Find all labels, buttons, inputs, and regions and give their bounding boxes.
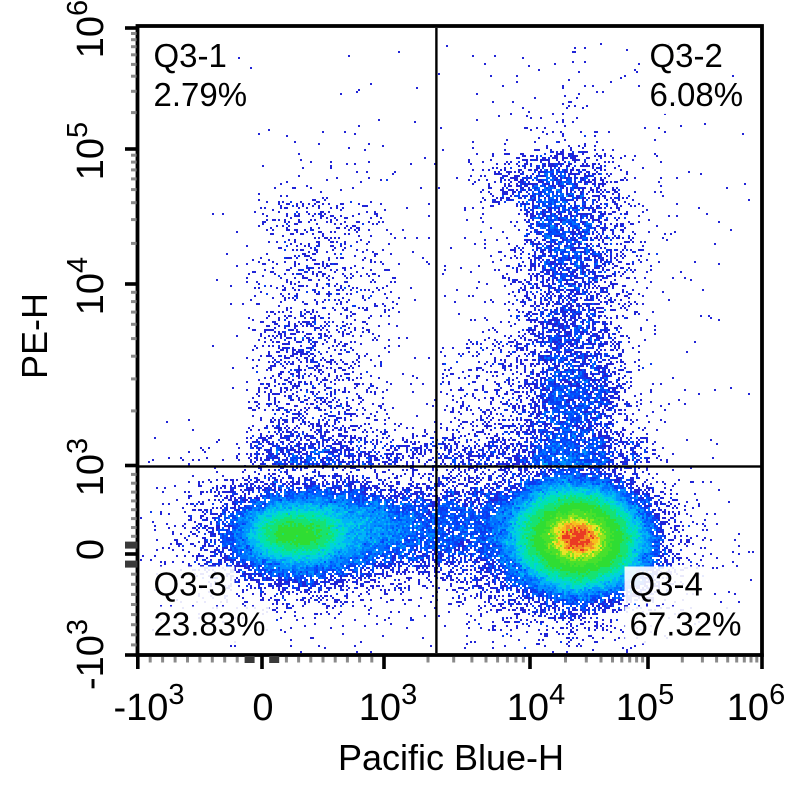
- svg-text:103: 103: [62, 438, 112, 496]
- svg-text:6.08%: 6.08%: [650, 76, 744, 113]
- svg-text:Q3-2: Q3-2: [650, 37, 723, 74]
- svg-text:23.83%: 23.83%: [154, 606, 266, 643]
- svg-text:0: 0: [252, 687, 273, 729]
- svg-text:0: 0: [70, 539, 112, 560]
- svg-text:Q3-4: Q3-4: [630, 566, 703, 603]
- svg-text:105: 105: [616, 679, 674, 729]
- svg-text:PE-H: PE-H: [14, 293, 55, 379]
- svg-text:Q3-3: Q3-3: [154, 566, 227, 603]
- svg-text:Pacific Blue-H: Pacific Blue-H: [338, 737, 564, 778]
- svg-text:67.32%: 67.32%: [630, 606, 742, 643]
- svg-text:2.79%: 2.79%: [154, 76, 248, 113]
- svg-text:Q3-1: Q3-1: [154, 37, 227, 74]
